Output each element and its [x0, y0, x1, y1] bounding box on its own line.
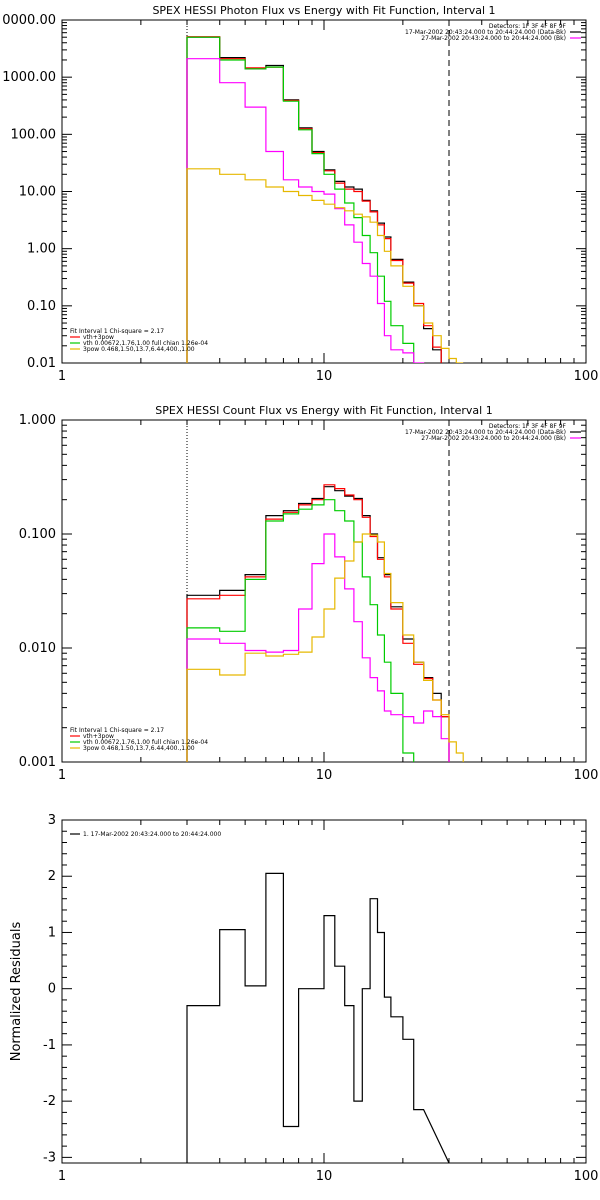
- legend-entry-2: vth+3pow: [83, 733, 114, 740]
- series-1-step-line: [186, 486, 450, 762]
- y-tick-label: 0.10: [27, 299, 56, 314]
- legend-entry-3: vth 0.00672,1.76,1.00 full chian 1.26e-0…: [83, 739, 208, 746]
- series-4-step-line: [186, 533, 450, 762]
- series-3-step-line: [186, 36, 415, 363]
- plot-frame: [61, 819, 587, 1164]
- legend-entry-1: Fit Interval 1 Chi-square = 2.17: [70, 328, 164, 335]
- header-text-3: 27-Mar-2002 20:43:24.000 to 20:44:24.000…: [421, 435, 566, 442]
- x-tick-label: 10: [316, 768, 333, 783]
- series-2-step-line: [186, 484, 450, 762]
- y-tick-label: 0.010: [19, 641, 56, 656]
- plot-frame: [61, 419, 587, 763]
- legend-entry-1: 1. 17-Mar-2002 20:43:24.000 to 20:44:24.…: [83, 831, 221, 838]
- legend-entry-4: 3pow 0.468,1.50,13.7,6.44,400.,1.00: [83, 745, 195, 752]
- y-tick-label: 0.001: [19, 755, 56, 770]
- y-tick-label: 1: [48, 925, 56, 940]
- series-5-step-line: [186, 168, 464, 363]
- header-text-1: Detectors: 1F 3F 4F 8F 9F: [489, 23, 567, 30]
- chart-title: SPEX HESSI Count Flux vs Energy with Fit…: [155, 404, 492, 417]
- legend-entry-2: vth+3pow: [83, 334, 114, 341]
- x-tick-label: 1: [58, 1169, 66, 1184]
- header-text-3: 27-Mar-2002 20:43:24.000 to 20:44:24.000…: [421, 35, 566, 42]
- x-tick-label: 10: [316, 369, 333, 384]
- series-group: [186, 484, 471, 762]
- series-2-step-line: [186, 36, 450, 363]
- series-group: [186, 872, 450, 1163]
- y-tick-label: 1.00: [27, 242, 56, 257]
- x-tick-label: 10: [316, 1169, 333, 1184]
- y-tick-label: -1: [43, 1038, 56, 1053]
- legend-entry-3: vth 0.00672,1.76,1.00 full chian 1.26e-0…: [83, 340, 208, 347]
- y-tick-label: 100.00: [11, 127, 57, 142]
- header-text-1: Detectors: 1F 3F 4F 8F 9F: [489, 423, 567, 430]
- legend-entry-4: 3pow 0.468,1.50,13.7,6.44,400.,1.00: [83, 346, 195, 353]
- x-tick-label: 100: [574, 369, 599, 384]
- y-tick-label: 0.01: [27, 356, 56, 371]
- y-tick-label: 3: [48, 813, 56, 828]
- series-1-step-line: [186, 36, 450, 363]
- x-tick-label: 1: [58, 768, 66, 783]
- x-tick-label: 100: [574, 768, 599, 783]
- legend-entry-1: Fit Interval 1 Chi-square = 2.17: [70, 727, 164, 734]
- y-tick-label: 1.000: [19, 413, 56, 428]
- y-tick-label: 0: [48, 982, 56, 997]
- series-5-step-line: [186, 533, 471, 762]
- plot-panel-3: 1 10 100 -3 -2 -1 0 1 2 3 Normalized Residuals 1. 1…: [9, 813, 598, 1184]
- header-text-2: 17-Mar-2002 20:43:24.000 to 20:44:24.000…: [405, 29, 566, 36]
- plot-panel-1: SPEX HESSI Photon Flux vs Energy with Fi…: [2, 4, 598, 384]
- y-tick-label: 0000.00: [2, 13, 56, 28]
- y-tick-label: 0.100: [19, 527, 56, 542]
- y-tick-label: -2: [43, 1094, 56, 1109]
- plot-panel-2: SPEX HESSI Count Flux vs Energy with Fit…: [19, 404, 599, 783]
- header-text-2: 17-Mar-2002 20:43:24.000 to 20:44:24.000…: [405, 429, 566, 436]
- series-3-step-line: [186, 499, 415, 762]
- series-4-step-line: [186, 58, 450, 363]
- y-tick-label: 10.00: [19, 185, 56, 200]
- y-axis-label: Normalized Residuals: [9, 922, 24, 1062]
- y-tick-label: 2: [48, 869, 56, 884]
- chart-title: SPEX HESSI Photon Flux vs Energy with Fi…: [152, 4, 495, 17]
- y-tick-label: 1000.00: [2, 70, 56, 85]
- x-tick-label: 1: [58, 369, 66, 384]
- y-tick-label: -3: [43, 1150, 56, 1165]
- series-1-step-line: [186, 872, 450, 1163]
- x-tick-label: 100: [574, 1169, 599, 1184]
- series-group: [186, 36, 464, 363]
